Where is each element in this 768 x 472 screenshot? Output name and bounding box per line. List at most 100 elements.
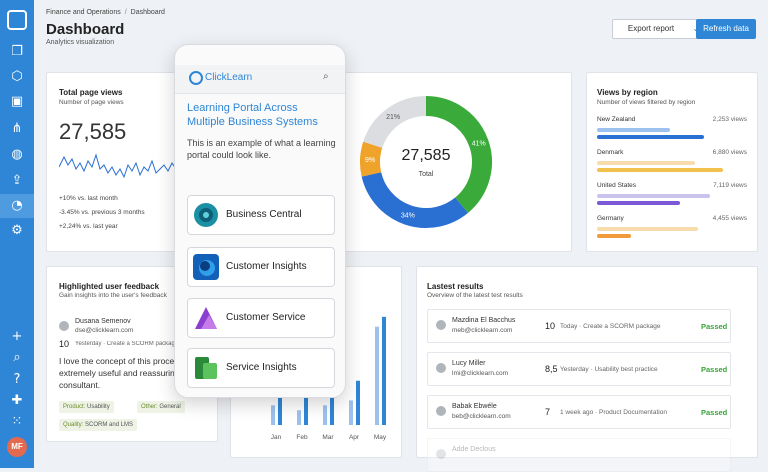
bar-chart: Jan Feb Mar Apr May [271, 316, 387, 441]
region-bar [597, 194, 711, 198]
result-status: Passed [701, 365, 728, 374]
app-service-insights[interactable]: Service Insights [187, 348, 335, 388]
donut-chart: 41% 34% 9% 21% [360, 96, 492, 228]
card-title: Views by region [597, 88, 658, 97]
tag-key: Other: [141, 404, 158, 410]
bar [271, 405, 275, 425]
card-title: Lastest results [427, 282, 484, 291]
package-icon[interactable]: ▣ [10, 94, 24, 109]
result-row[interactable]: Adde Declous [427, 438, 731, 472]
globe-icon[interactable]: ◍ [11, 147, 23, 162]
donut-total-label: Total [418, 171, 434, 178]
bar [375, 326, 379, 425]
app-customer-insights[interactable]: Customer Insights [187, 247, 335, 287]
donut-slice-label: 34% [401, 212, 415, 219]
customer-insights-icon [193, 254, 219, 280]
feedback-user-name: Dusana Semenov [75, 318, 131, 325]
search-icon[interactable]: ⌕ [13, 350, 21, 365]
breadcrumb: Finance and Operations / Dashboard [46, 9, 165, 16]
tag-key: Quality: [63, 422, 84, 428]
result-row[interactable]: Babak Ebwéle beb@clicklearn.com 7 1 week ag… [427, 395, 731, 429]
tag-key: Product: [63, 404, 86, 410]
feedback-score: 10 [59, 339, 70, 349]
gear-icon[interactable]: ⚙ [11, 223, 23, 238]
apps-grid-icon[interactable]: ⁙ [11, 414, 23, 429]
hierarchy-icon[interactable]: ⋔ [11, 121, 23, 136]
donut-total-value: 27,585 [401, 147, 451, 164]
result-status: Passed [701, 322, 728, 331]
files-icon[interactable]: ❐ [11, 44, 23, 59]
bar [323, 405, 327, 425]
plus-icon[interactable]: + [11, 329, 23, 344]
breadcrumb-item: Dashboard [130, 9, 165, 16]
brand-name: ClickLearn [205, 72, 253, 83]
donut-slice [425, 96, 492, 213]
donut-slice [360, 141, 383, 177]
avatar [436, 406, 446, 416]
region-name: United States [597, 182, 637, 189]
card-title: Total page views [59, 88, 123, 97]
sidebar: ❐ ⬡ ▣ ⋔ ◍ ⇪ ◔ ⚙ + ⌕ ? ✚ ⁙ MF [0, 0, 34, 468]
avatar [436, 449, 446, 459]
feedback-tag: Other: General [137, 401, 185, 413]
feedback-meta: Yesterday · Create a SCORM package [75, 341, 179, 347]
breadcrumb-item[interactable]: Finance and Operations [46, 9, 121, 16]
region-card: Views by region Number of views filtered… [586, 72, 758, 252]
result-user-email: beb@clicklearn.com [452, 413, 511, 420]
result-meta: 1 week ago · Product Documentation [560, 409, 667, 416]
avatar[interactable]: MF [7, 437, 27, 457]
main-area: Finance and Operations / Dashboard Dashboa… [34, 0, 768, 472]
feedback-text: I love the concept of this process, a ex… [59, 356, 198, 390]
region-value: 4,455 views [712, 215, 747, 222]
upload-icon[interactable]: ⇪ [11, 173, 23, 188]
result-row[interactable]: Mazdina El Bacchus meb@clicklearn.com 10 To… [427, 309, 731, 343]
stat-month: +10% vs. last month [59, 195, 118, 202]
result-user-email: meb@clicklearn.com [452, 327, 513, 334]
region-bar [597, 135, 705, 139]
donut-slice [363, 96, 427, 149]
app-label: Customer Insights [226, 261, 307, 272]
region-name: Germany [597, 215, 624, 222]
region-value: 2,253 views [712, 116, 747, 123]
puzzle-icon[interactable]: ✚ [11, 393, 23, 408]
app-customer-service[interactable]: Customer Service [187, 298, 335, 338]
stat-three-months: -3.45% vs. previous 3 months [59, 209, 145, 216]
avatar [436, 320, 446, 330]
region-bar [597, 168, 723, 172]
avatar [59, 321, 69, 331]
app-business-central[interactable]: Business Central [187, 195, 335, 235]
donut-slice-label: 9% [365, 157, 375, 164]
avatar [436, 363, 446, 373]
bar [349, 400, 353, 425]
stat-year: +2,24% vs. last year [59, 223, 118, 230]
search-icon[interactable]: ⌕ [323, 71, 329, 82]
x-tick-label: Mar [322, 434, 334, 441]
card-subtitle: Number of page views [59, 99, 124, 106]
card-title: Highlighted user feedback [59, 282, 160, 291]
donut-slice [361, 171, 468, 228]
donut-slice-label: 41% [472, 141, 486, 148]
region-bar [597, 128, 671, 132]
cube-icon[interactable]: ⬡ [11, 69, 23, 84]
result-status: Passed [701, 408, 728, 417]
x-tick-label: Apr [349, 434, 360, 441]
analytics-icon[interactable]: ◔ [11, 198, 23, 213]
donut-slice-label: 21% [386, 114, 400, 121]
x-tick-label: May [374, 434, 387, 441]
export-report-button[interactable]: Export report [612, 19, 690, 39]
phone-mockup: ClickLearn ⌕ Learning Portal Across Mult… [174, 44, 346, 398]
refresh-data-button[interactable]: Refresh data [696, 19, 756, 39]
bar [304, 395, 308, 425]
result-row[interactable]: Lucy Miller lmi@clicklearn.com 8,5 Yesterda… [427, 352, 731, 386]
x-tick-label: Feb [296, 434, 308, 441]
result-meta: Yesterday · Usability best practice [560, 366, 658, 373]
app-label: Business Central [226, 209, 302, 220]
region-bar [597, 227, 698, 231]
tag-value: General [159, 404, 181, 410]
app-label: Service Insights [226, 362, 297, 373]
x-tick-label: Jan [271, 434, 282, 441]
portal-description: This is an example of what a learning po… [187, 138, 336, 160]
region-bar [597, 201, 681, 205]
logo-icon[interactable] [7, 10, 27, 30]
help-icon[interactable]: ? [13, 372, 21, 387]
